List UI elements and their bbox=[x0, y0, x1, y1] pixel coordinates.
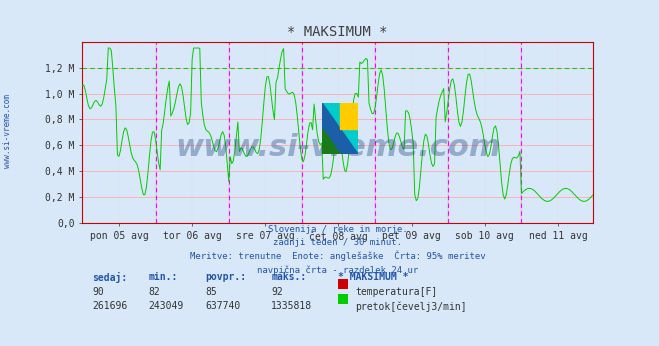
Text: 1335818: 1335818 bbox=[272, 301, 312, 311]
Text: * MAKSIMUM *: * MAKSIMUM * bbox=[338, 272, 408, 282]
Text: 637740: 637740 bbox=[205, 301, 240, 311]
FancyBboxPatch shape bbox=[338, 279, 348, 289]
Text: 92: 92 bbox=[272, 287, 283, 297]
Text: 82: 82 bbox=[149, 287, 161, 297]
Text: maks.:: maks.: bbox=[272, 272, 306, 282]
Text: 90: 90 bbox=[92, 287, 104, 297]
FancyBboxPatch shape bbox=[338, 293, 348, 304]
Title: * MAKSIMUM *: * MAKSIMUM * bbox=[287, 25, 388, 39]
Text: sedaj:: sedaj: bbox=[92, 272, 128, 283]
Text: temperatura[F]: temperatura[F] bbox=[356, 287, 438, 297]
Text: 243049: 243049 bbox=[149, 301, 184, 311]
Text: 261696: 261696 bbox=[92, 301, 128, 311]
Text: pretok[čevelj3/min]: pretok[čevelj3/min] bbox=[356, 301, 467, 312]
Text: Slovenija / reke in morje.
zadnji teden / 30 minut.
Meritve: trenutne  Enote: an: Slovenija / reke in morje. zadnji teden … bbox=[190, 225, 486, 275]
Text: www.si-vreme.com: www.si-vreme.com bbox=[3, 94, 13, 169]
Text: povpr.:: povpr.: bbox=[205, 272, 246, 282]
Text: min.:: min.: bbox=[149, 272, 178, 282]
Text: 85: 85 bbox=[205, 287, 217, 297]
Text: www.si-vreme.com: www.si-vreme.com bbox=[175, 133, 501, 162]
